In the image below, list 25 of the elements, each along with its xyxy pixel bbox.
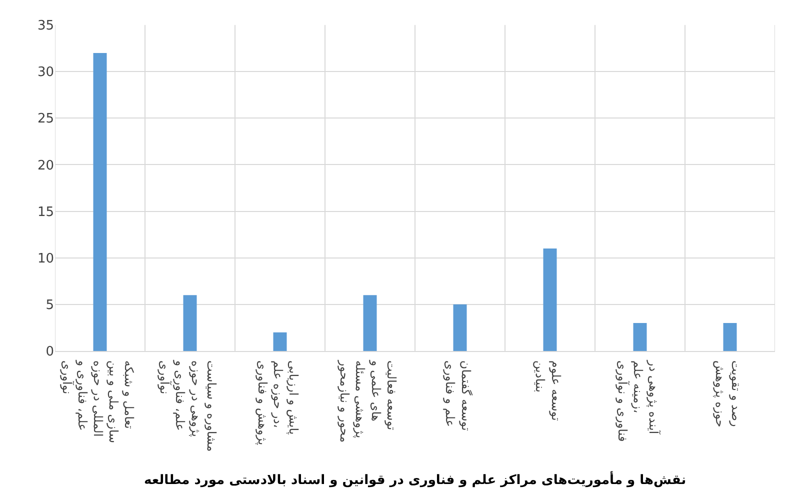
y-tick-label: 20 bbox=[37, 158, 54, 174]
x-tick-label: پایش و ارزیابی در حوزه علم، پژوهش و فناوری bbox=[255, 360, 301, 446]
y-tick-label: 10 bbox=[37, 251, 54, 266]
bar bbox=[273, 332, 287, 351]
y-tick-label: 5 bbox=[46, 298, 54, 313]
bar bbox=[183, 295, 197, 351]
bar bbox=[723, 323, 737, 351]
bar bbox=[543, 248, 557, 351]
y-tick-label: 0 bbox=[46, 344, 54, 360]
x-tick-label: رصد و تقویت حوزه پژوهش bbox=[713, 360, 743, 428]
x-tick-label: توسعه گفتمان علم و فناوری bbox=[443, 360, 473, 431]
x-tick-label: تعامل و شبکه سازی ملی و بین المللی در حوزه علم، فناوری و نوآوری bbox=[60, 359, 136, 444]
y-tick-label: 35 bbox=[37, 18, 54, 34]
bar bbox=[633, 323, 647, 351]
x-tick-label: آینده پژوهی در زمینه علم، فناوری و نوآوری bbox=[615, 359, 662, 442]
y-tick-label: 15 bbox=[37, 204, 54, 220]
y-tick-label: 25 bbox=[37, 112, 54, 127]
x-tick-label: مشاوره و سیاست پژوهی در حوزه علم، فناوری و نوآوری bbox=[158, 359, 218, 452]
bar bbox=[453, 304, 467, 351]
bar bbox=[363, 295, 377, 351]
text: نقش‌ها و مأموریت‌های مراکز علم و فناوری در قوانین و اسناد بالادستی مورد مطالعه bbox=[144, 471, 686, 488]
x-tick-label: توسعه علوم بنیادین bbox=[533, 360, 563, 421]
bar bbox=[93, 52, 107, 351]
y-tick-label: 30 bbox=[37, 65, 54, 80]
x-tick-label: توسعه فعالیت های علمی و پژوهشی مسئله محور و نیازمحور bbox=[338, 359, 398, 443]
